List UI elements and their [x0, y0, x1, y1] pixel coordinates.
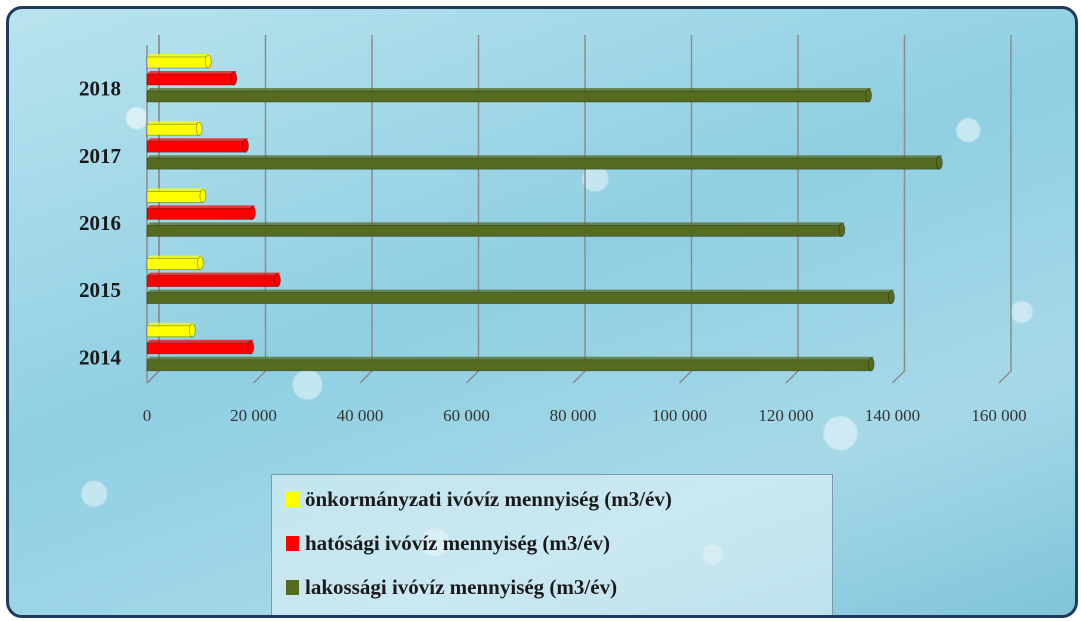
gridline — [465, 35, 480, 384]
bar-top-face — [147, 255, 204, 259]
bar-end-cap — [249, 205, 256, 220]
bar-top-face — [147, 339, 254, 343]
bar — [146, 121, 203, 136]
legend-label-hatosagi: hatósági ivóvíz mennyiség (m3/év) — [305, 531, 611, 555]
bar-top-face — [147, 88, 872, 91]
bar-top-face — [147, 138, 249, 142]
gridline — [891, 35, 906, 384]
bar — [146, 155, 943, 170]
bar-top-face — [147, 205, 256, 209]
bar — [146, 71, 238, 86]
bar-top-face — [147, 272, 281, 276]
bar-front-face — [146, 123, 200, 136]
gridline — [572, 35, 586, 384]
bar-front-face — [146, 275, 278, 288]
bar-end-cap — [935, 155, 943, 170]
x-tick-label: 160 000 — [971, 406, 1026, 425]
bar — [146, 339, 255, 355]
gridline — [678, 35, 693, 384]
legend-item-onkormanyzati: önkormányzati ivóvíz mennyiség (m3/év) — [286, 487, 672, 512]
bar-front-face — [146, 359, 872, 372]
label-layer: 0 20 000 40 000 60 000 80 000 100 000 120 000 1… — [79, 77, 1027, 425]
bar-end-cap — [838, 222, 846, 237]
x-tick-label: 120 000 — [758, 406, 813, 425]
bar-end-cap — [888, 290, 895, 305]
gridline — [359, 35, 373, 384]
x-tick-label: 20 000 — [230, 406, 277, 425]
bar-end-cap — [865, 88, 872, 103]
bar-end-cap — [274, 273, 281, 288]
bar — [146, 138, 249, 153]
grid-layer — [146, 35, 1012, 384]
bar-end-cap — [247, 340, 255, 355]
bar-front-face — [146, 342, 252, 355]
bar-top-face — [147, 222, 845, 226]
bar-end-cap — [199, 188, 207, 203]
bar — [146, 188, 207, 203]
bar — [146, 88, 872, 103]
legend-item-hatosagi: hatósági ivóvíz mennyiség (m3/év) — [286, 531, 610, 556]
legend-label-lakossagi: lakossági ivóvíz mennyiség (m3/év) — [305, 575, 618, 599]
legend-swatch-red — [286, 536, 299, 551]
bar-top-face — [147, 289, 895, 293]
legend-swatch-green — [286, 580, 299, 595]
gridline — [252, 35, 267, 384]
legend: önkormányzati ivóvíz mennyiség (m3/év) h… — [271, 474, 833, 615]
bar-end-cap — [242, 138, 249, 153]
bar — [146, 222, 846, 237]
bar-top-face — [147, 121, 203, 125]
bar-front-face — [146, 224, 843, 237]
bar-front-face — [146, 292, 892, 305]
bar — [146, 356, 875, 372]
bar-front-face — [146, 157, 940, 170]
bar-end-cap — [188, 323, 196, 338]
bar-front-face — [146, 207, 253, 220]
bar-top-face — [147, 54, 212, 57]
bar-top-face — [147, 356, 875, 360]
chart-frame: 0 20 000 40 000 60 000 80 000 100 000 120 000 1… — [6, 6, 1078, 618]
x-tick-label: 80 000 — [550, 406, 597, 425]
bar-end-cap — [195, 121, 203, 136]
x-tick-label: 0 — [143, 406, 152, 425]
bar-front-face — [146, 190, 204, 203]
bar-front-face — [146, 325, 193, 338]
y-tick-label: 2018 — [79, 77, 121, 101]
legend-swatch-yellow — [286, 492, 299, 507]
bar-end-cap — [196, 256, 204, 271]
bar-end-cap — [230, 71, 238, 86]
y-tick-label: 2016 — [79, 211, 121, 235]
bar — [146, 322, 196, 338]
bar-top-face — [147, 188, 206, 192]
bar-end-cap — [204, 54, 212, 69]
bar — [146, 289, 895, 305]
x-tick-label: 60 000 — [443, 406, 490, 425]
bar-front-face — [146, 73, 235, 86]
legend-item-lakossagi: lakossági ivóvíz mennyiség (m3/év) — [286, 575, 617, 600]
legend-label-onkormanyzati: önkormányzati ivóvíz mennyiség (m3/év) — [305, 487, 672, 511]
bar-top-face — [147, 71, 237, 74]
x-tick-label: 40 000 — [337, 406, 384, 425]
x-tick-label: 100 000 — [652, 406, 707, 425]
y-tick-label: 2014 — [79, 345, 122, 369]
bar — [146, 255, 204, 271]
bar-end-cap — [867, 357, 875, 372]
gridline — [785, 35, 799, 384]
bar-front-face — [146, 90, 869, 103]
y-tick-label: 2017 — [79, 144, 121, 168]
bar-chart: 0 20 000 40 000 60 000 80 000 100 000 120 000 1… — [79, 35, 1027, 425]
bar-front-face — [146, 140, 246, 153]
bar — [146, 272, 281, 288]
y-tick-label: 2015 — [79, 278, 121, 302]
x-tick-label: 140 000 — [865, 406, 920, 425]
bar — [146, 205, 256, 220]
bar — [146, 54, 212, 69]
bar-front-face — [146, 56, 209, 69]
bar-top-face — [147, 322, 196, 326]
gridline — [998, 35, 1012, 384]
bar-top-face — [147, 155, 943, 159]
bar-layer — [146, 54, 943, 372]
bar-front-face — [146, 258, 201, 271]
